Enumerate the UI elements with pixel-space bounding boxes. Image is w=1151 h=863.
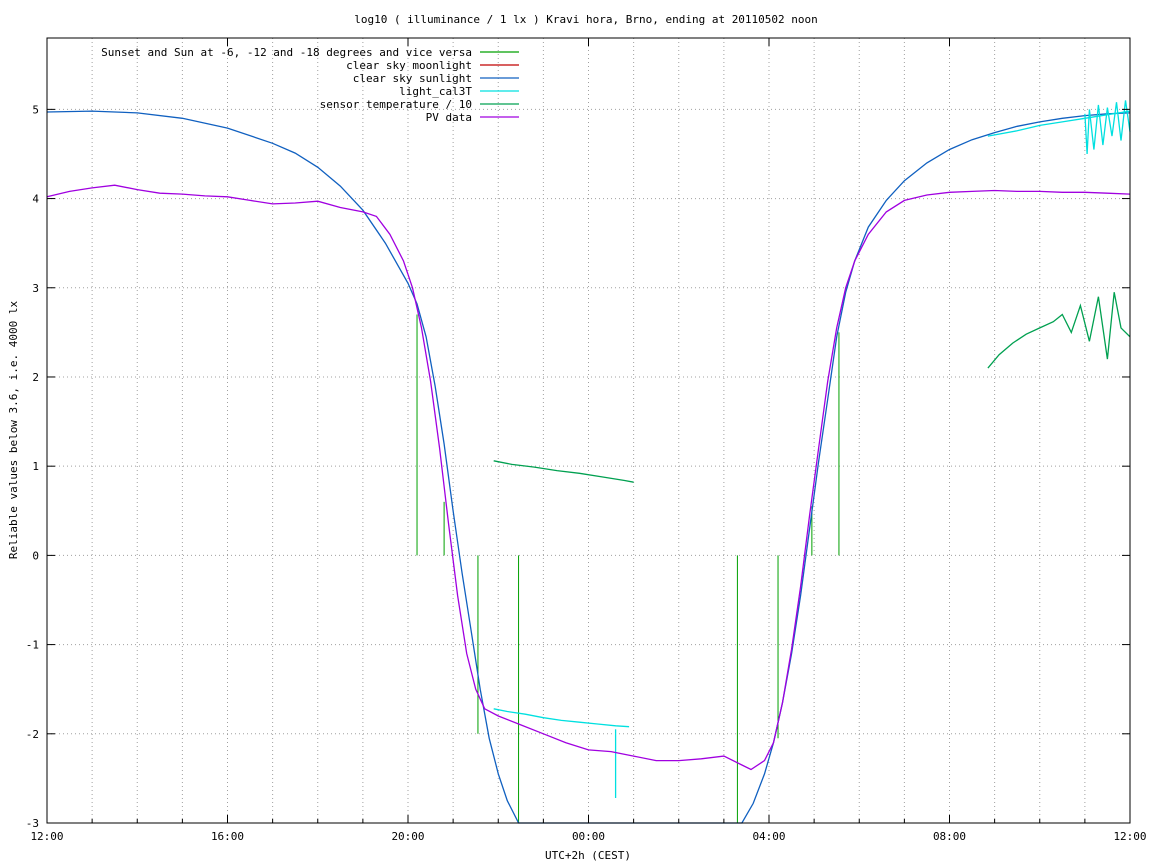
series-light-cal3t-line bbox=[493, 708, 630, 728]
y-tick-label: 1 bbox=[32, 460, 39, 473]
x-tick-label: 16:00 bbox=[211, 830, 244, 843]
y-tick-label: -3 bbox=[26, 817, 39, 830]
tick-layer: 12:00 16:00 20:00 00:00 04:00 08:00 12:00 5 4 3 2 1… bbox=[26, 38, 1147, 843]
series-light-cal3t-line bbox=[1084, 100, 1131, 155]
legend: Sunset and Sun at -6, -12 and -18 degree… bbox=[101, 46, 519, 124]
y-tick-label: 5 bbox=[32, 103, 39, 116]
y-tick-label: -2 bbox=[26, 728, 39, 741]
legend-label: Sunset and Sun at -6, -12 and -18 degree… bbox=[101, 46, 472, 59]
y-tick-label: 2 bbox=[32, 371, 39, 384]
legend-label: clear sky sunlight bbox=[353, 72, 472, 85]
x-tick-label: 12:00 bbox=[30, 830, 63, 843]
x-tick-label: 08:00 bbox=[933, 830, 966, 843]
y-tick-label: 3 bbox=[32, 282, 39, 295]
series-clear-sky-sunlight-line bbox=[46, 110, 1131, 824]
legend-label: PV data bbox=[426, 111, 472, 124]
series-sensor-temperature-10-line bbox=[987, 292, 1131, 369]
grid-layer bbox=[47, 38, 1130, 823]
legend-label: light_cal3T bbox=[399, 85, 472, 98]
series-layer bbox=[46, 100, 1131, 824]
legend-label: sensor temperature / 10 bbox=[320, 98, 472, 111]
x-axis-label: UTC+2h (CEST) bbox=[545, 849, 631, 862]
x-tick-label: 20:00 bbox=[391, 830, 424, 843]
y-tick-label: 4 bbox=[32, 193, 39, 206]
y-tick-label: -1 bbox=[26, 639, 39, 652]
series-light-cal3t-line bbox=[987, 110, 1131, 137]
series-sensor-temperature-10-line bbox=[493, 460, 634, 483]
legend-label: clear sky moonlight bbox=[346, 59, 472, 72]
chart-title: log10 ( illuminance / 1 lx ) Kravi hora,… bbox=[354, 13, 818, 26]
y-axis-label: Reliable values below 3.6, i.e. 4000 lx bbox=[7, 300, 20, 559]
x-tick-label: 04:00 bbox=[752, 830, 785, 843]
series-pv-data-line bbox=[46, 184, 1131, 771]
x-tick-label: 00:00 bbox=[572, 830, 605, 843]
y-tick-label: 0 bbox=[32, 549, 39, 562]
x-tick-label: 12:00 bbox=[1113, 830, 1146, 843]
